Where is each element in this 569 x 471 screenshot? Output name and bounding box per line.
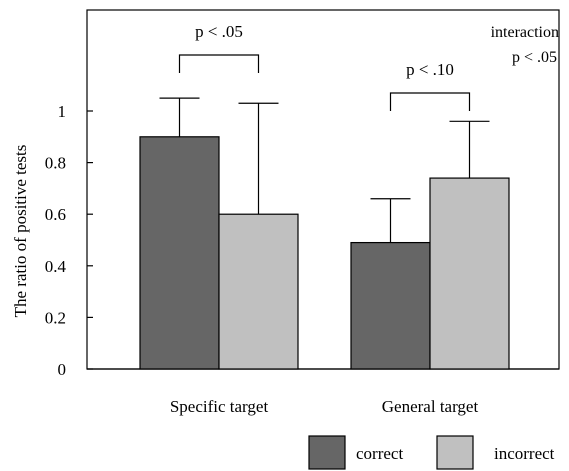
- y-tick-label: 0: [58, 360, 67, 379]
- significance-label: p < .05: [195, 22, 243, 41]
- x-category-label: General target: [382, 397, 479, 416]
- bar-correct-1: [350, 241, 431, 370]
- significance-bracket: [389, 92, 471, 111]
- bar-incorrect-1: [429, 177, 510, 370]
- legend-label-correct: correct: [356, 444, 403, 463]
- interaction-p-value: p < .05: [512, 49, 557, 66]
- y-tick-label: 0.4: [45, 257, 67, 276]
- y-tick-label: 0.8: [45, 154, 66, 173]
- y-tick-label: 0.6: [45, 205, 66, 224]
- y-tick-label: 1: [58, 102, 67, 121]
- y-axis-label: The ratio of positive tests: [11, 145, 30, 318]
- bar-incorrect-0: [218, 213, 299, 370]
- interaction-label: interaction: [491, 24, 559, 41]
- y-tick-label: 0.2: [45, 308, 66, 327]
- bar-correct-0: [139, 136, 220, 370]
- legend-swatch-correct: [308, 435, 346, 470]
- legend-label-incorrect: incorrect: [494, 444, 555, 463]
- legend-swatch-incorrect: [436, 435, 474, 470]
- significance-bracket: [178, 54, 260, 73]
- significance-label: p < .10: [406, 60, 454, 79]
- x-category-label: Specific target: [170, 397, 269, 416]
